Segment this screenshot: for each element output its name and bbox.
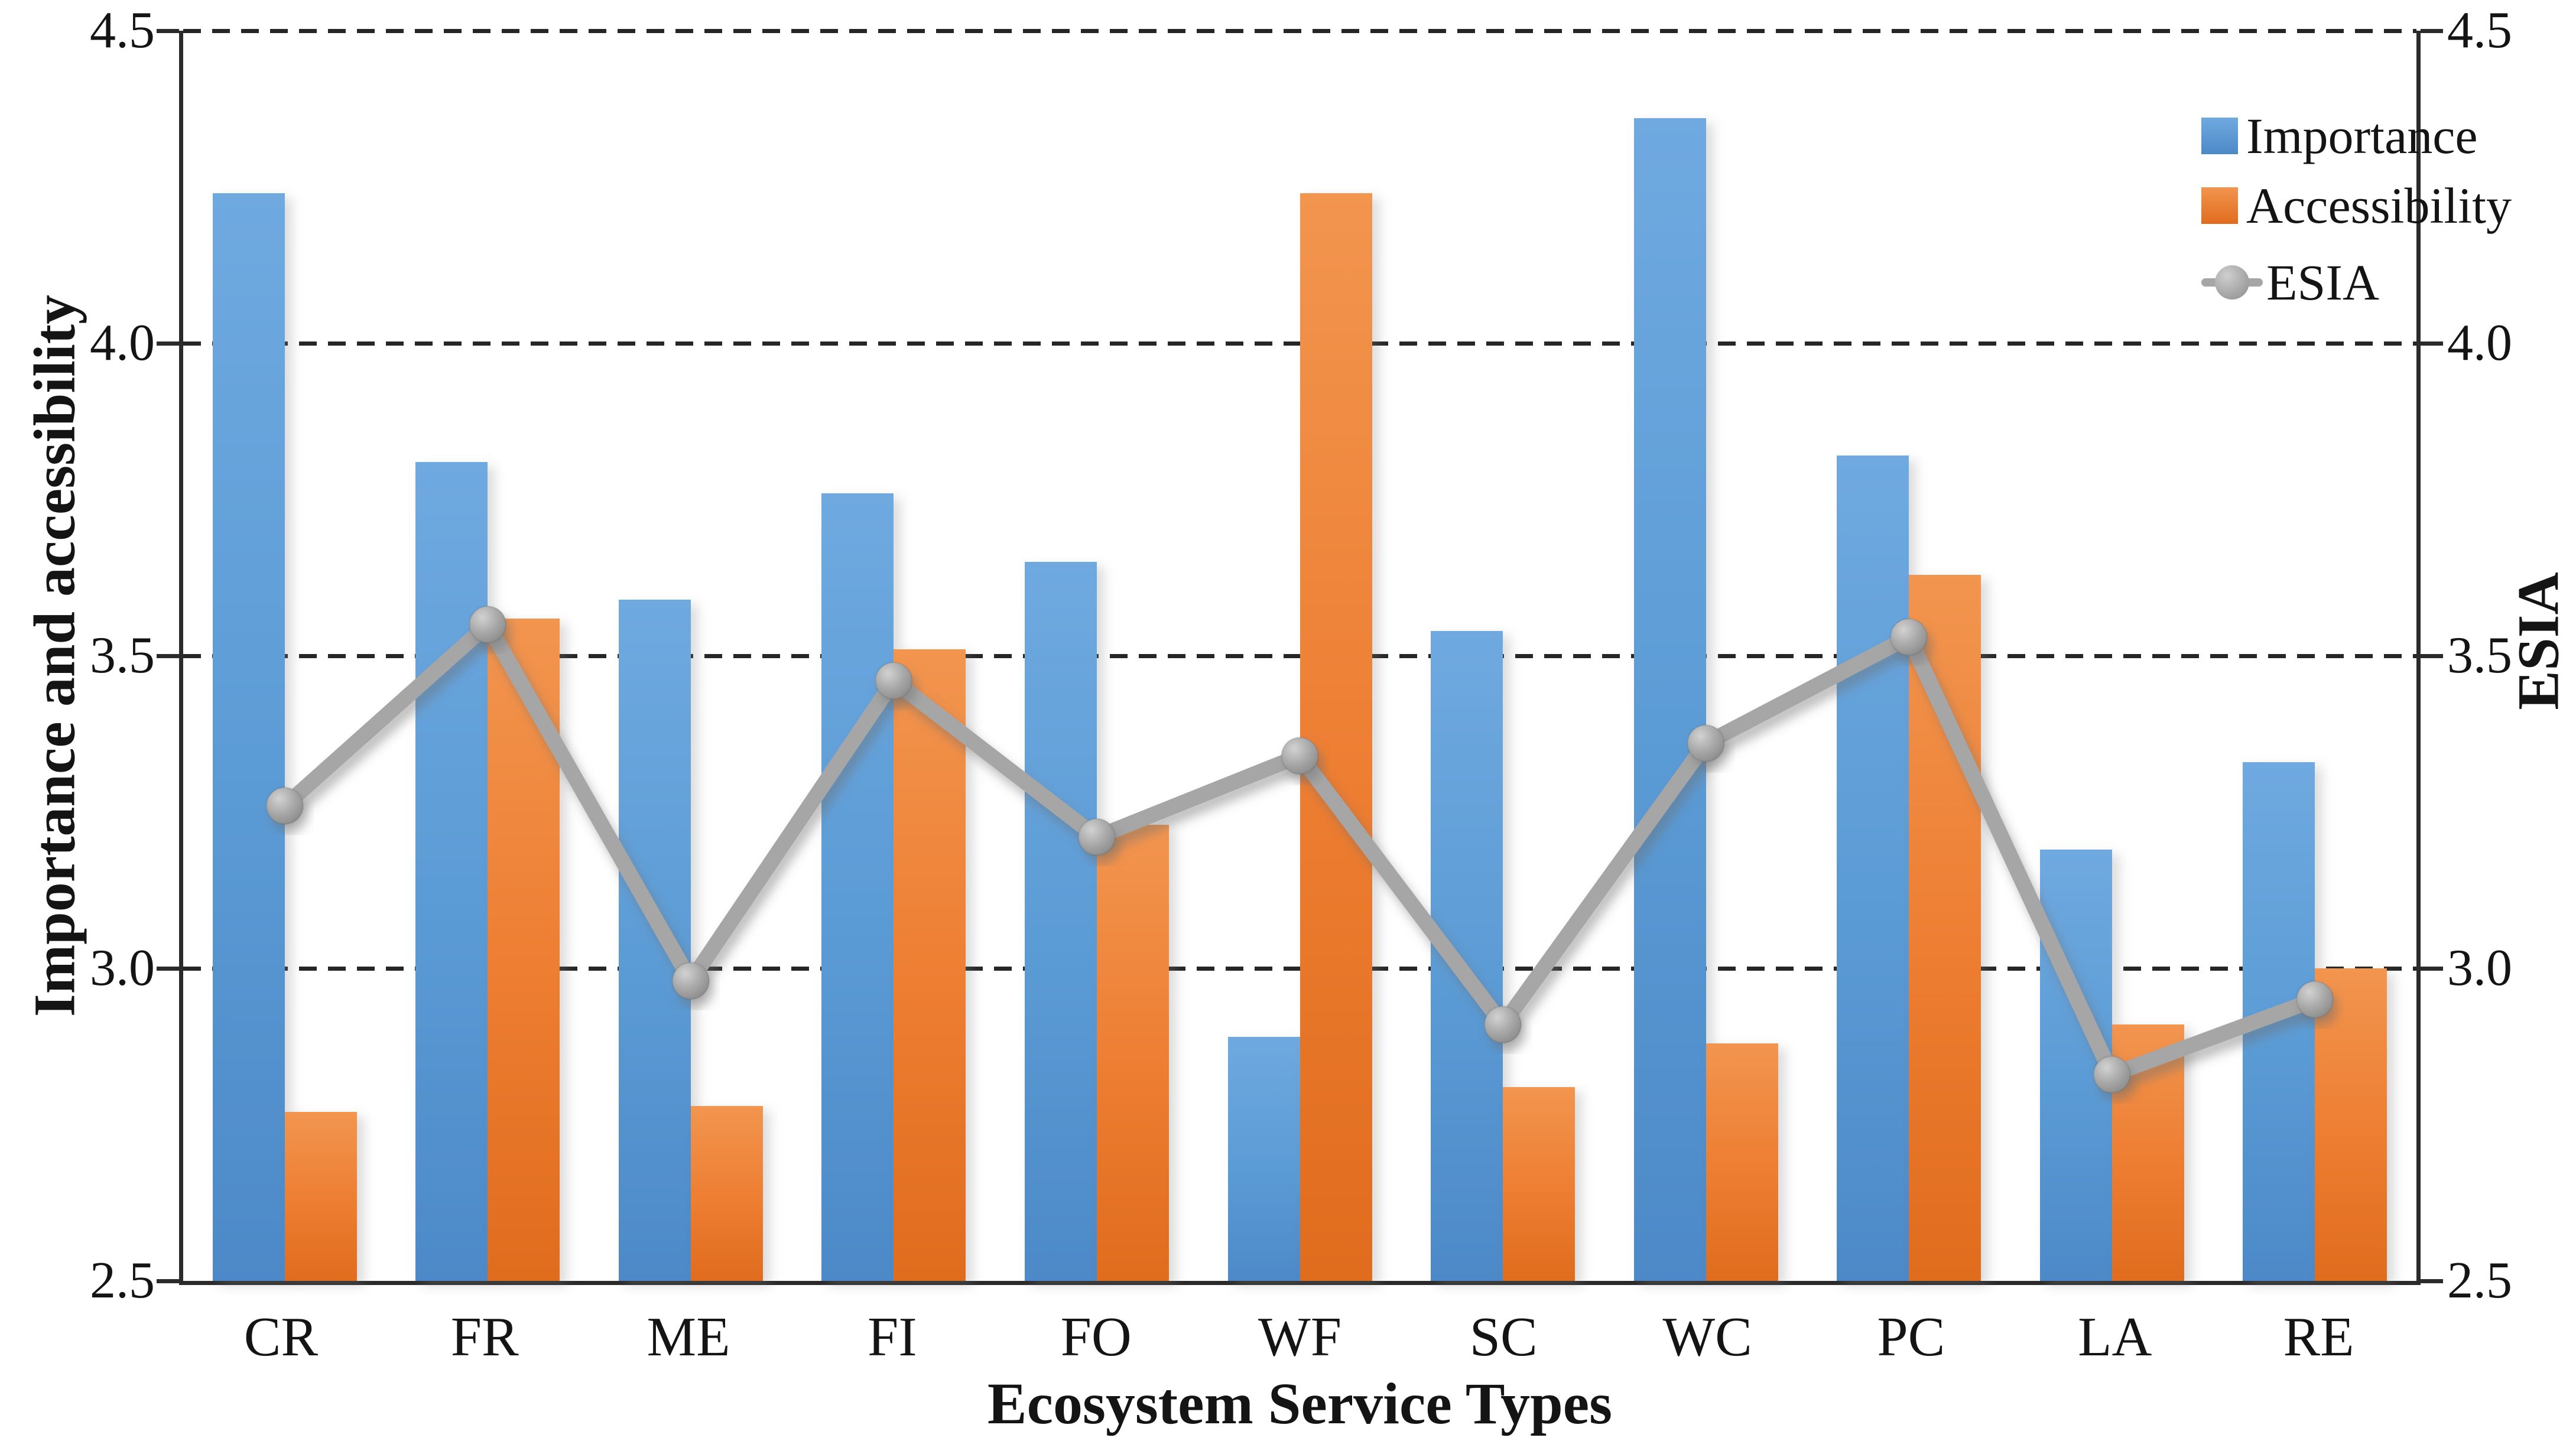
legend-label-importance: Importance bbox=[2246, 108, 2478, 164]
category-group-FI bbox=[792, 493, 996, 1281]
bar-accessibility-ME bbox=[690, 1105, 763, 1281]
right-axis-tick bbox=[2421, 654, 2443, 658]
right-axis-label-4-0: 4.0 bbox=[2447, 314, 2512, 372]
category-group-LA bbox=[2010, 850, 2214, 1281]
bar-importance-PC bbox=[1837, 456, 1909, 1281]
bar-importance-CR bbox=[212, 193, 285, 1281]
esia-marker-WC bbox=[1687, 724, 1726, 763]
esia-marker-WF bbox=[1281, 736, 1319, 775]
plot-area: 4.5 4.0 3.5 3.0 2.5 4.5 4.0 3.5 3.0 2.5 … bbox=[90, 5, 2512, 1307]
esia-marker-PC bbox=[1889, 617, 1928, 656]
bar-importance-WF bbox=[1227, 1037, 1300, 1281]
x-axis-label-WC: WC bbox=[1662, 1306, 1752, 1368]
bar-accessibility-WF bbox=[1300, 193, 1372, 1281]
x-axis-label-SC: SC bbox=[1469, 1306, 1538, 1368]
esia-marker-LA bbox=[2093, 1055, 2132, 1094]
esia-line-layer bbox=[265, 605, 2334, 1094]
bar-importance-FO bbox=[1024, 562, 1097, 1281]
category-group-WC bbox=[1604, 118, 1808, 1281]
right-axis-tick bbox=[2421, 29, 2443, 33]
bar-accessibility-RE bbox=[2315, 968, 2387, 1281]
bar-accessibility-PC bbox=[1909, 574, 1981, 1281]
left-axis-label-3-0: 3.0 bbox=[90, 939, 155, 997]
right-axis-label-3-0: 3.0 bbox=[2447, 939, 2512, 997]
esia-marker-SC bbox=[1483, 1005, 1522, 1044]
right-axis-tick bbox=[2421, 341, 2443, 346]
legend-label-esia: ESIA bbox=[2266, 254, 2380, 311]
right-axis-label-4-5: 4.5 bbox=[2447, 2, 2512, 59]
bar-importance-WC bbox=[1633, 118, 1706, 1281]
legend-item-importance: Importance bbox=[2201, 108, 2478, 164]
importance-swatch-icon bbox=[2201, 118, 2238, 154]
bar-importance-ME bbox=[618, 599, 691, 1281]
bar-accessibility-WC bbox=[1706, 1043, 1778, 1281]
right-axis-tick bbox=[2421, 967, 2443, 971]
esia-marker-FI bbox=[874, 661, 913, 700]
left-axis-label-3-5: 3.5 bbox=[90, 627, 155, 684]
x-axis-label-FO: FO bbox=[1060, 1306, 1132, 1368]
x-axis-label-FR: FR bbox=[450, 1306, 519, 1368]
x-axis-title: Ecosystem Service Types bbox=[987, 1371, 1613, 1436]
x-axis-labels: CR FR ME FI FO WF SC WC PC LA RE bbox=[179, 1306, 2421, 1368]
right-axis-label-3-5: 3.5 bbox=[2447, 627, 2512, 684]
gridline-4-5 bbox=[183, 29, 2416, 33]
category-group-CR bbox=[183, 193, 386, 1281]
category-group-FO bbox=[995, 562, 1198, 1281]
left-axis-tick bbox=[157, 654, 179, 658]
esia-marker-FO bbox=[1077, 818, 1116, 857]
x-axis-label-LA: LA bbox=[2078, 1306, 2152, 1368]
bar-accessibility-SC bbox=[1503, 1087, 1576, 1281]
x-axis-label-ME: ME bbox=[647, 1306, 730, 1368]
x-axis-label-RE: RE bbox=[2283, 1306, 2354, 1368]
bar-importance-FI bbox=[821, 493, 894, 1281]
esia-marker-ME bbox=[671, 961, 710, 1000]
esia-marker-CR bbox=[265, 786, 304, 825]
left-axis-label-4-0: 4.0 bbox=[90, 314, 155, 372]
bar-importance-FR bbox=[415, 462, 488, 1281]
x-axis-label-FI: FI bbox=[868, 1306, 917, 1368]
right-axis-tick bbox=[2421, 1279, 2443, 1283]
category-group-WF bbox=[1198, 193, 1402, 1281]
left-axis-tick bbox=[157, 1279, 179, 1283]
bar-accessibility-FO bbox=[1096, 824, 1169, 1281]
right-axis-title: ESIA bbox=[2505, 572, 2571, 710]
bar-accessibility-CR bbox=[284, 1112, 357, 1281]
legend-item-accessibility: Accessibility bbox=[2201, 177, 2512, 234]
left-axis-label-4-5: 4.5 bbox=[90, 2, 155, 59]
left-axis-title: Importance and accessibility bbox=[21, 294, 87, 1017]
accessibility-swatch-icon bbox=[2201, 187, 2238, 224]
bar-accessibility-FI bbox=[894, 649, 966, 1281]
category-group-ME bbox=[589, 599, 792, 1281]
x-axis-label-CR: CR bbox=[243, 1306, 319, 1368]
right-axis-label-2-5: 2.5 bbox=[2447, 1252, 2512, 1309]
esia-line-marker-icon bbox=[2201, 264, 2263, 301]
esia-line bbox=[277, 617, 2323, 1082]
legend-label-accessibility: Accessibility bbox=[2246, 177, 2512, 234]
left-axis-tick bbox=[157, 29, 179, 33]
legend-item-esia: ESIA bbox=[2201, 254, 2380, 311]
x-axis-label-PC: PC bbox=[1877, 1306, 1945, 1368]
left-axis-tick bbox=[157, 967, 179, 971]
category-group-PC bbox=[1807, 456, 2010, 1281]
left-axis-tick bbox=[157, 341, 179, 346]
esia-marker-FR bbox=[468, 605, 507, 644]
x-axis-label-WF: WF bbox=[1258, 1306, 1341, 1368]
left-axis-label-2-5: 2.5 bbox=[90, 1252, 155, 1309]
esia-marker-RE bbox=[2295, 980, 2334, 1019]
